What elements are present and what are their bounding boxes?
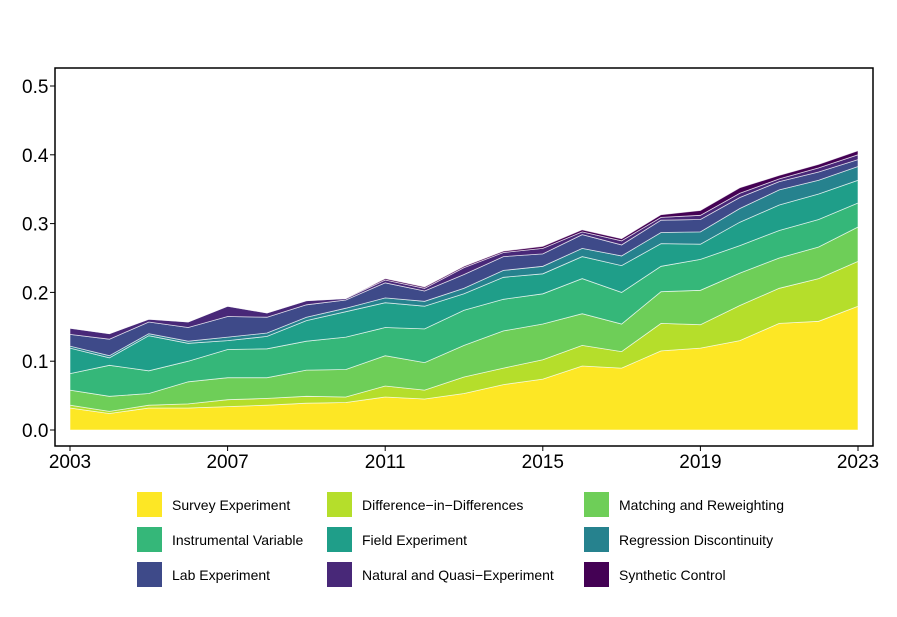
legend-label: Difference−in−Differences (362, 497, 523, 513)
y-tick-label: 0.2 (22, 283, 48, 304)
legend-swatch (137, 527, 162, 552)
y-tick-label: 0.0 (22, 421, 48, 442)
x-tick-label: 2019 (679, 452, 721, 473)
legend-label: Survey Experiment (172, 497, 290, 513)
x-tick-label: 2011 (365, 452, 406, 473)
y-tick-label: 0.5 (22, 77, 48, 98)
legend-label: Instrumental Variable (172, 532, 303, 548)
legend-swatch (327, 562, 352, 587)
y-tick-label: 0.3 (22, 215, 48, 236)
legend-label: Synthetic Control (619, 567, 726, 583)
legend: Survey Experiment Difference−in−Differenc… (137, 492, 784, 587)
legend-label: Lab Experiment (172, 567, 270, 583)
x-axis: 2003 2007 2011 2015 2019 2023 (49, 446, 879, 473)
x-tick-label: 2023 (837, 452, 879, 473)
area-layers (69, 150, 859, 431)
y-tick-label: 0.4 (22, 146, 49, 167)
legend-swatch (137, 492, 162, 517)
legend-label: Matching and Reweighting (619, 497, 784, 513)
legend-swatch (584, 492, 609, 517)
plot-frame (54, 67, 874, 447)
x-tick-label: 2007 (206, 452, 248, 473)
legend-label: Natural and Quasi−Experiment (362, 567, 554, 583)
y-axis: 0.0 0.1 0.2 0.3 0.4 0.5 (22, 77, 55, 442)
legend-swatch (327, 527, 352, 552)
legend-swatch (137, 562, 162, 587)
x-tick-label: 2015 (522, 452, 564, 473)
y-tick-label: 0.1 (22, 352, 48, 373)
legend-swatch (584, 527, 609, 552)
legend-label: Field Experiment (362, 532, 467, 548)
area-synthetic-control (69, 150, 859, 335)
legend-label: Regression Discontinuity (619, 532, 773, 548)
x-tick-label: 2003 (49, 452, 91, 473)
legend-swatch (584, 562, 609, 587)
legend-swatch (327, 492, 352, 517)
